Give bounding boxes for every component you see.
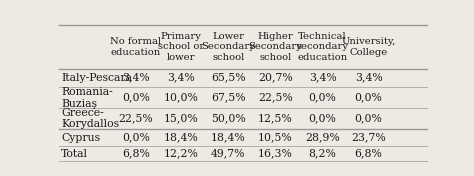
Text: 65,5%: 65,5% bbox=[211, 73, 246, 83]
Text: Italy-Pescara: Italy-Pescara bbox=[61, 73, 132, 83]
Text: No formal
education: No formal education bbox=[110, 37, 162, 56]
Text: 0,0%: 0,0% bbox=[122, 92, 150, 102]
Text: 0,0%: 0,0% bbox=[309, 113, 337, 123]
Text: 10,0%: 10,0% bbox=[164, 92, 199, 102]
Text: 8,2%: 8,2% bbox=[309, 149, 337, 159]
Text: Technical
secondary
education: Technical secondary education bbox=[297, 32, 349, 62]
Text: 16,3%: 16,3% bbox=[258, 149, 292, 159]
Text: 28,9%: 28,9% bbox=[305, 133, 340, 143]
Text: 0,0%: 0,0% bbox=[355, 92, 383, 102]
Text: Romania-
Buziaş: Romania- Buziaş bbox=[61, 87, 113, 108]
Text: 12,5%: 12,5% bbox=[258, 113, 292, 123]
Text: 3,4%: 3,4% bbox=[122, 73, 150, 83]
Text: 49,7%: 49,7% bbox=[211, 149, 246, 159]
Text: 50,0%: 50,0% bbox=[211, 113, 246, 123]
Text: 0,0%: 0,0% bbox=[309, 92, 337, 102]
Text: 6,8%: 6,8% bbox=[355, 149, 383, 159]
Text: 0,0%: 0,0% bbox=[122, 133, 150, 143]
Text: 3,4%: 3,4% bbox=[167, 73, 195, 83]
Text: Greece-
Korydallos: Greece- Korydallos bbox=[61, 108, 119, 129]
Text: Lower
Secondary
school: Lower Secondary school bbox=[201, 32, 255, 62]
Text: 3,4%: 3,4% bbox=[309, 73, 337, 83]
Text: 67,5%: 67,5% bbox=[211, 92, 246, 102]
Text: 23,7%: 23,7% bbox=[351, 133, 386, 143]
Text: 12,2%: 12,2% bbox=[164, 149, 199, 159]
Text: 22,5%: 22,5% bbox=[118, 113, 154, 123]
Text: Primary
school or
lower: Primary school or lower bbox=[158, 32, 204, 62]
Text: 0,0%: 0,0% bbox=[355, 113, 383, 123]
Text: 18,4%: 18,4% bbox=[164, 133, 199, 143]
Text: 18,4%: 18,4% bbox=[211, 133, 246, 143]
Text: 10,5%: 10,5% bbox=[258, 133, 292, 143]
Text: 6,8%: 6,8% bbox=[122, 149, 150, 159]
Text: 15,0%: 15,0% bbox=[164, 113, 199, 123]
Text: Total: Total bbox=[61, 149, 88, 159]
Text: University,
College: University, College bbox=[341, 37, 396, 56]
Text: 22,5%: 22,5% bbox=[258, 92, 292, 102]
Text: Cyprus: Cyprus bbox=[61, 133, 100, 143]
Text: 3,4%: 3,4% bbox=[355, 73, 383, 83]
Text: Higher
Secondary
school: Higher Secondary school bbox=[248, 32, 302, 62]
Text: 20,7%: 20,7% bbox=[258, 73, 292, 83]
